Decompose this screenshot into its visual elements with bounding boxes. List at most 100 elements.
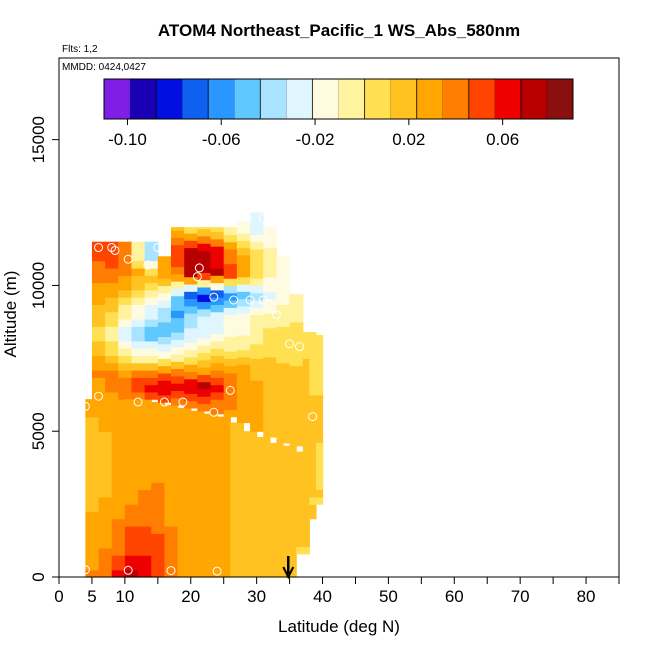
- heatmap-cell: [105, 326, 119, 335]
- heatmap-cell: [111, 511, 126, 520]
- x-tick-label: 70: [511, 587, 530, 606]
- observation-marker: [143, 260, 153, 270]
- heatmap-cell: [256, 445, 271, 454]
- heatmap-cell: [85, 489, 100, 498]
- colorbar-tick-label: -0.06: [202, 130, 241, 149]
- heatmap-cell: [309, 409, 324, 418]
- x-tick-label: 40: [313, 587, 332, 606]
- heatmap-cell: [164, 453, 179, 461]
- heatmap-cell: [190, 533, 205, 542]
- heatmap-cell: [105, 267, 119, 276]
- heatmap-cell: [276, 384, 291, 393]
- heatmap-cell: [144, 282, 159, 291]
- heatmap-cell: [263, 269, 278, 278]
- observation-marker: [285, 339, 295, 349]
- heatmap-cell: [263, 276, 278, 285]
- heatmap-cell: [164, 431, 179, 440]
- heatmap-cell: [138, 496, 152, 505]
- heatmap-cell: [269, 533, 284, 542]
- heatmap-cell: [151, 467, 166, 476]
- heatmap-cell: [151, 540, 166, 549]
- colorbar-tick-label: -0.10: [108, 130, 147, 149]
- heatmap-cell: [276, 326, 291, 335]
- heatmap-cell: [256, 518, 271, 527]
- heatmap-cell: [131, 377, 146, 386]
- heatmap-cell: [131, 384, 146, 393]
- heatmap-cell: [151, 431, 166, 440]
- heatmap-cell: [177, 555, 192, 564]
- heatmap-cell: [105, 340, 119, 349]
- heatmap-cell: [276, 377, 291, 386]
- heatmap-cell: [250, 329, 264, 338]
- heatmap-cell: [250, 263, 264, 272]
- x-tick-label: 60: [445, 587, 464, 606]
- heatmap-cell: [138, 416, 152, 425]
- heatmap-cell: [309, 402, 324, 410]
- heatmap-cell: [223, 227, 238, 235]
- heatmap-cell: [105, 275, 119, 284]
- heatmap-cell: [230, 423, 245, 432]
- heatmap-cell: [138, 489, 152, 498]
- heatmap-cell: [197, 381, 212, 390]
- heatmap-cell: [151, 460, 166, 469]
- heatmap-cell: [197, 265, 212, 273]
- heatmap-cell: [105, 241, 119, 247]
- heatmap-cell: [276, 282, 291, 291]
- heatmap-cell: [144, 377, 159, 386]
- heatmap-cell: [210, 227, 225, 233]
- heatmap-cell: [91, 289, 106, 298]
- heatmap-cell: [171, 227, 185, 231]
- heatmap-cell: [111, 504, 126, 512]
- heatmap-cell: [85, 431, 100, 440]
- heatmap-cell: [171, 353, 185, 362]
- heatmap-cell: [230, 489, 245, 498]
- observation-marker: [80, 401, 90, 411]
- heatmap-cell: [98, 547, 113, 556]
- heatmap-cell: [177, 409, 192, 418]
- heatmap-cell: [210, 231, 225, 240]
- colorbar-swatch: [546, 79, 574, 119]
- heatmap-cell: [315, 460, 324, 469]
- heatmap-cell: [138, 402, 152, 410]
- heatmap-cell: [157, 307, 172, 316]
- heatmap-cell: [124, 453, 139, 461]
- heatmap-cell: [296, 524, 310, 533]
- heatmap-cell: [289, 294, 304, 301]
- heatmap-cell: [91, 253, 106, 262]
- heatmap-cell: [309, 496, 324, 505]
- heatmap-cell: [151, 496, 166, 505]
- heatmap-cell: [124, 489, 139, 498]
- heatmap-cell: [190, 410, 205, 418]
- heatmap-cell: [184, 227, 198, 234]
- colorbar-swatch: [416, 79, 444, 119]
- heatmap-cell: [124, 518, 139, 527]
- heatmap-cell: [111, 489, 126, 498]
- heatmap-cell: [210, 260, 225, 269]
- heatmap-cell: [184, 305, 198, 314]
- heatmap-cell: [250, 372, 264, 381]
- heatmap-cell: [263, 342, 278, 351]
- heatmap-cell: [151, 569, 166, 578]
- heatmap-cell: [223, 402, 238, 410]
- heatmap-cell: [91, 260, 106, 269]
- heatmap-cell: [223, 256, 238, 265]
- heatmap-cell: [289, 365, 304, 374]
- heatmap-cell: [157, 380, 172, 389]
- heatmap-cell: [184, 262, 198, 270]
- observation-marker: [107, 243, 117, 253]
- heatmap-cell: [164, 496, 179, 505]
- heatmap-cell: [276, 260, 291, 269]
- heatmap-cell: [138, 540, 152, 549]
- heatmap-cell: [210, 304, 225, 313]
- heatmap-cell: [171, 368, 185, 377]
- heatmap-cell: [85, 423, 100, 432]
- heatmap-cell: [203, 518, 218, 527]
- heatmap-cell: [184, 371, 198, 380]
- heatmap-cell: [151, 474, 166, 483]
- heatmap-cell: [171, 259, 185, 268]
- x-tick-label: 10: [115, 587, 134, 606]
- heatmap-cell: [289, 402, 304, 410]
- heatmap-cell: [203, 467, 218, 476]
- heatmap-cell: [138, 569, 152, 578]
- heatmap-cell: [236, 349, 251, 358]
